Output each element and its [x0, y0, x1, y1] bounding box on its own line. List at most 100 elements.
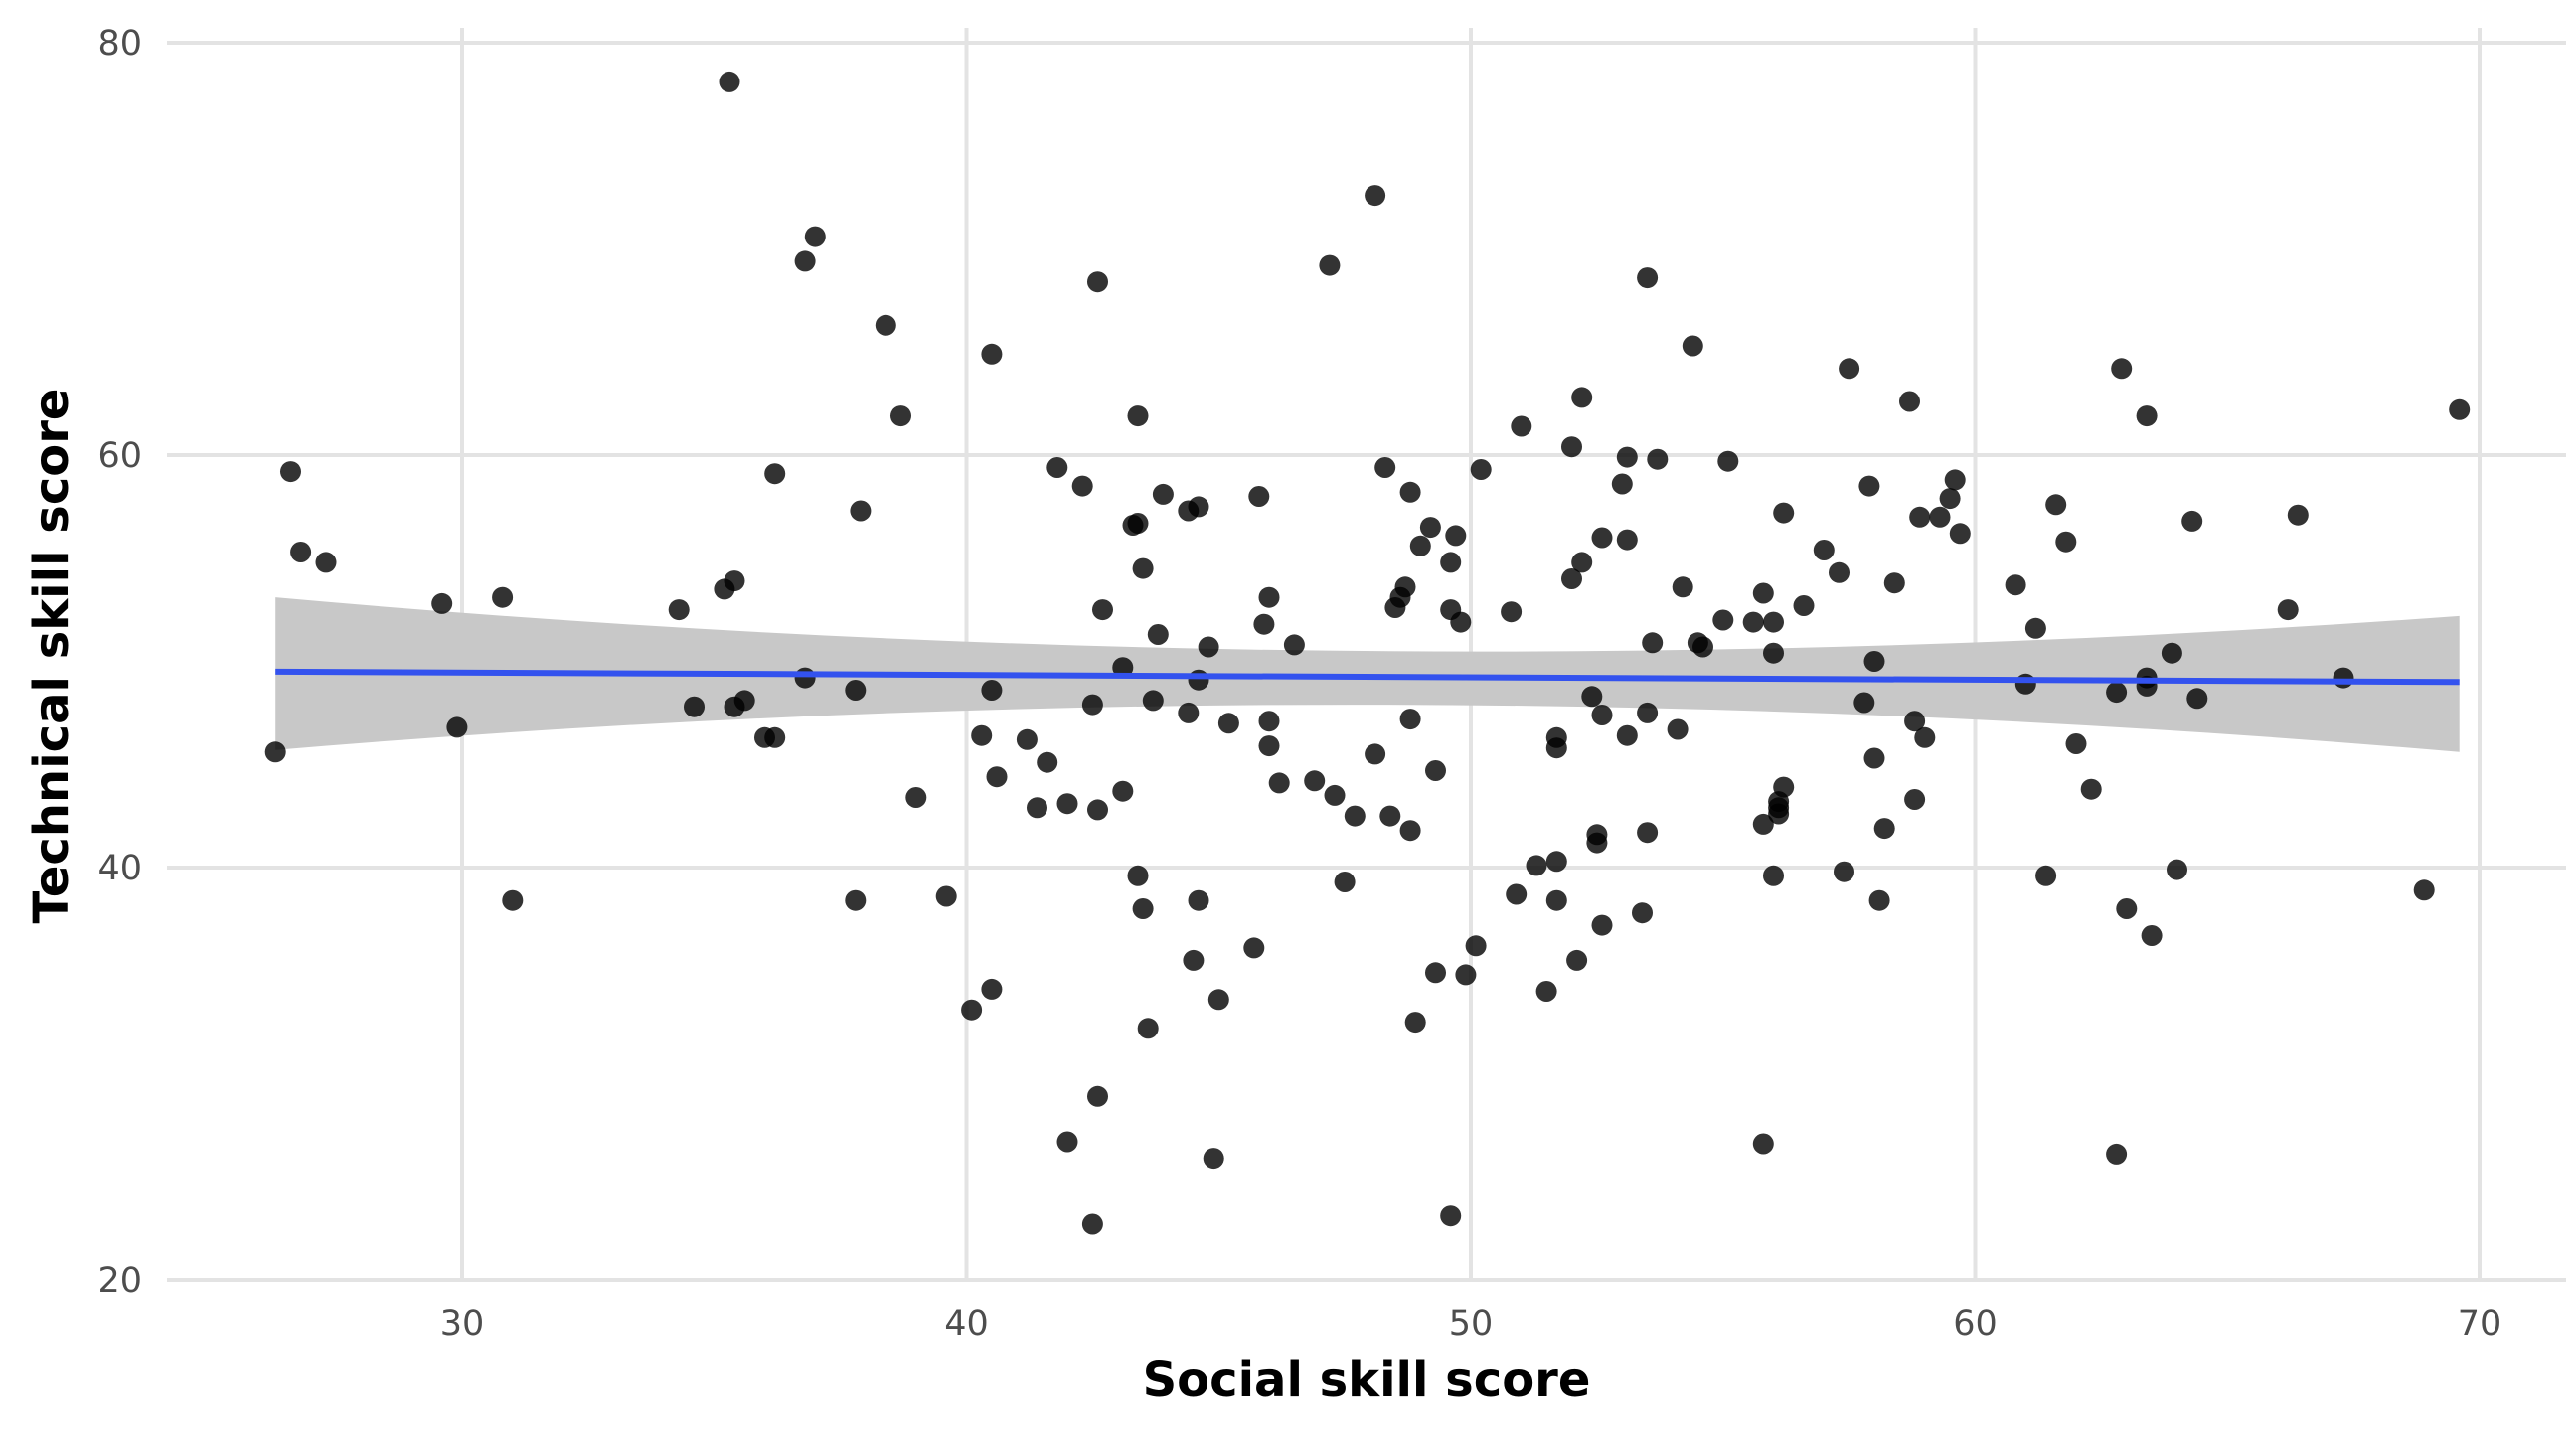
data-point [1839, 358, 1860, 380]
data-point [1883, 572, 1905, 594]
data-point [1561, 436, 1582, 458]
data-point [2277, 599, 2299, 621]
data-point [1853, 692, 1875, 714]
data-point [1611, 473, 1633, 495]
data-point [724, 696, 745, 717]
data-point [1056, 1131, 1078, 1153]
data-point [315, 552, 337, 573]
data-point [1188, 669, 1209, 691]
data-point [1465, 935, 1487, 957]
data-point [971, 724, 993, 746]
data-point [1763, 865, 1784, 886]
data-point [1667, 718, 1689, 740]
data-point [1672, 576, 1693, 598]
data-point [1682, 335, 1703, 357]
data-point [1773, 502, 1795, 524]
data-point [1526, 855, 1547, 876]
data-point [2106, 1143, 2128, 1165]
data-point [1188, 889, 1209, 911]
data-point [1404, 1012, 1426, 1034]
y-tick-label: 40 [97, 849, 142, 888]
data-point [2014, 673, 2036, 695]
data-point [1183, 949, 1205, 971]
data-point [668, 599, 690, 621]
data-point [794, 667, 816, 689]
data-point [1829, 561, 1850, 583]
data-point [1561, 568, 1582, 589]
data-point [1752, 813, 1774, 835]
data-point [1324, 784, 1346, 806]
data-point [1742, 611, 1764, 633]
regression-line [275, 668, 2460, 686]
x-tick-label: 40 [944, 1304, 989, 1344]
data-point [1904, 711, 1926, 732]
data-point [1016, 728, 1038, 750]
data-point [1545, 851, 1567, 873]
data-point [2111, 358, 2133, 380]
x-tick-label: 50 [1449, 1304, 1494, 1344]
data-point [1566, 949, 1588, 971]
data-point [845, 889, 867, 911]
data-point [290, 542, 312, 562]
data-point [1904, 789, 1926, 810]
data-point [804, 226, 826, 247]
data-point [1813, 540, 1835, 560]
data-point [1470, 459, 1492, 480]
data-point [1571, 552, 1593, 573]
data-point [1712, 609, 1734, 631]
data-point [1914, 726, 1936, 748]
data-point [875, 314, 896, 336]
data-point [2106, 682, 2128, 704]
data-point [1071, 475, 1093, 497]
data-point [431, 592, 453, 614]
data-point [1863, 651, 1885, 672]
data-point [1616, 529, 1638, 551]
data-point [1399, 481, 1421, 503]
y-tick-label: 20 [97, 1261, 142, 1301]
data-point [1637, 267, 1659, 289]
data-point [890, 405, 911, 427]
data-point [1586, 832, 1608, 854]
data-point [1399, 820, 1421, 842]
data-point [764, 463, 786, 485]
data-point [961, 999, 983, 1021]
data-point [845, 680, 867, 701]
data-point [1127, 405, 1149, 427]
data-point [1763, 611, 1784, 633]
data-point [1147, 624, 1169, 645]
data-point [1545, 737, 1567, 759]
data-point [1132, 557, 1154, 579]
data-point [446, 716, 468, 738]
data-point [1122, 515, 1144, 536]
data-point [2055, 531, 2077, 553]
data-point [1283, 634, 1305, 656]
data-point [714, 578, 735, 600]
data-point [1591, 527, 1613, 549]
data-point [1873, 818, 1895, 840]
x-axis-title: Social skill score [1143, 1352, 1591, 1408]
data-point [1752, 582, 1774, 604]
data-point [1081, 694, 1103, 716]
data-point [1198, 636, 1219, 658]
data-point [1571, 387, 1593, 408]
data-point [1152, 483, 1174, 505]
data-point [1137, 1018, 1159, 1039]
data-point [264, 741, 286, 763]
data-point [981, 680, 1003, 701]
data-point [1637, 822, 1659, 844]
data-point [1081, 1213, 1103, 1235]
data-point [981, 343, 1003, 365]
data-point [2080, 778, 2102, 800]
data-point [1419, 517, 1441, 539]
data-point [1501, 601, 1523, 623]
data-point [1591, 914, 1613, 936]
data-point [1248, 486, 1270, 507]
data-point [1087, 799, 1108, 821]
data-point [1455, 964, 1477, 986]
data-point [1142, 690, 1164, 712]
data-point [2141, 925, 2163, 946]
data-point [1939, 488, 1961, 510]
data-point [2116, 898, 2138, 919]
